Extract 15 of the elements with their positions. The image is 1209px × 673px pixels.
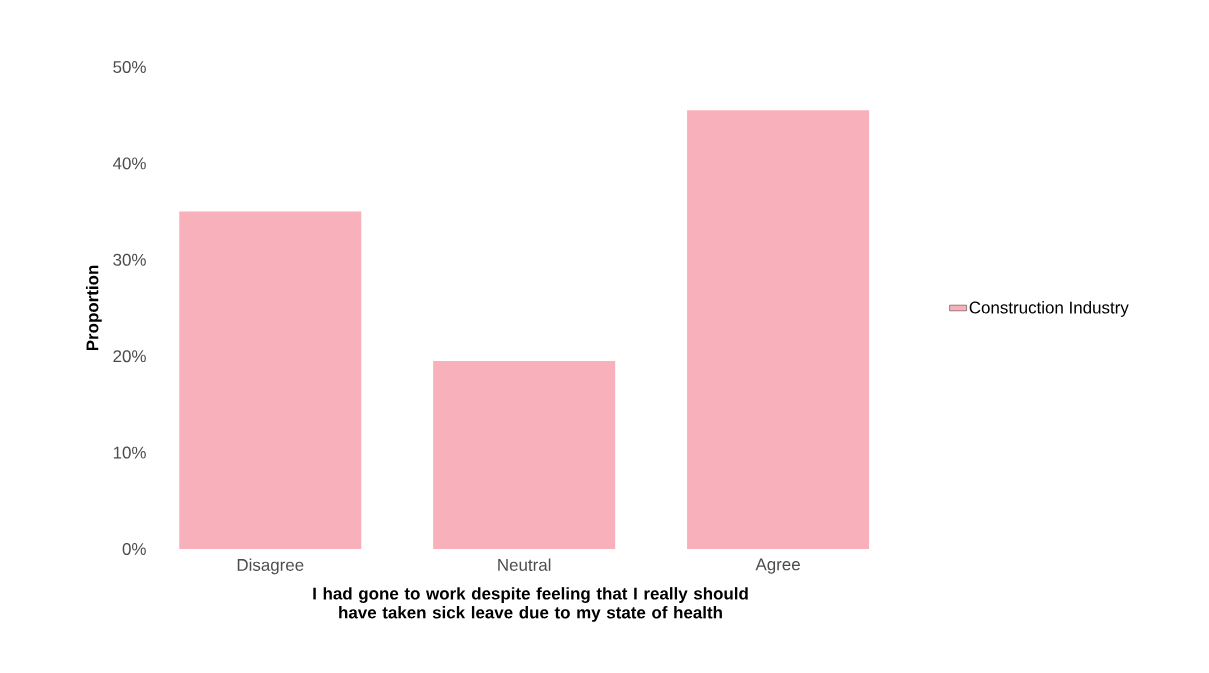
x-tick-label: Disagree (237, 558, 304, 575)
y-tick-label: 50% (113, 60, 146, 73)
y-tick-label: 30% (113, 253, 146, 266)
legend-label: Construction Industry (969, 301, 1129, 317)
y-tick-label: 20% (113, 350, 146, 363)
y-tick-label: 40% (112, 157, 146, 170)
x-tick-label: Agree (755, 558, 800, 574)
bar (179, 211, 362, 549)
y-tick-label: 0% (122, 542, 146, 555)
y-axis-title: Proportion (85, 265, 102, 351)
bar (433, 361, 616, 549)
x-tick-label: Neutral (498, 558, 551, 571)
y-tick-label: 10% (113, 446, 146, 459)
bar (687, 110, 870, 549)
x-axis-title: I had gone to work despite feeling that I really should have taken sick leave due to my state of health (313, 587, 748, 622)
